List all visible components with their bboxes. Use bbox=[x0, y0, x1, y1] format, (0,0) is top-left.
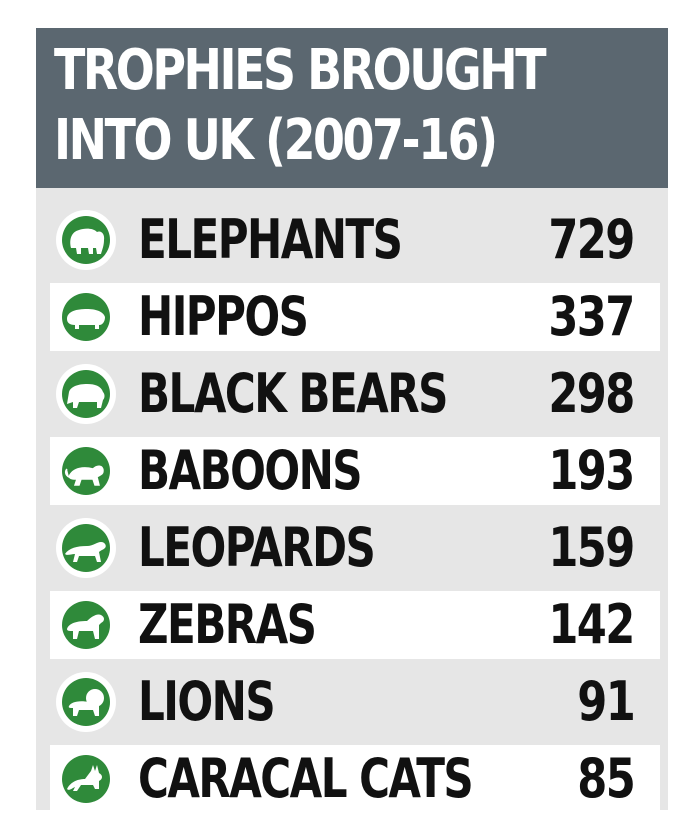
leopard-icon bbox=[56, 518, 116, 578]
title-line-1: TROPHIES BROUGHT bbox=[54, 38, 547, 103]
row-value: 159 bbox=[548, 516, 636, 579]
row-value: 193 bbox=[548, 439, 636, 502]
row-value: 729 bbox=[548, 208, 636, 271]
row-label: BLACK BEARS bbox=[138, 362, 448, 425]
row-label: BABOONS bbox=[138, 439, 363, 502]
title-line-2: INTO UK (2007-16) bbox=[54, 108, 498, 173]
row-label: LEOPARDS bbox=[138, 516, 376, 579]
trophies-panel: TROPHIES BROUGHT INTO UK (2007-16) ELEPH… bbox=[36, 28, 668, 813]
zebra-icon bbox=[56, 595, 116, 655]
baboon-icon bbox=[56, 441, 116, 501]
caracal-icon bbox=[56, 749, 116, 809]
row-label: CARACAL CATS bbox=[138, 747, 474, 810]
row-value: 91 bbox=[577, 670, 636, 733]
row-label: HIPPOS bbox=[138, 285, 309, 348]
row-label: ZEBRAS bbox=[138, 593, 317, 656]
table-row: ZEBRAS 142 bbox=[50, 591, 660, 659]
table-row: CARACAL CATS 85 bbox=[50, 745, 660, 813]
chart-title: TROPHIES BROUGHT INTO UK (2007-16) bbox=[54, 36, 547, 176]
bear-icon bbox=[56, 364, 116, 424]
row-label: LIONS bbox=[138, 670, 276, 733]
table-row: LEOPARDS 159 bbox=[50, 514, 660, 582]
row-value: 298 bbox=[548, 362, 636, 425]
table-row: ELEPHANTS 729 bbox=[50, 206, 660, 274]
table-row: BABOONS 193 bbox=[50, 437, 660, 505]
row-value: 337 bbox=[548, 285, 636, 348]
table-row: LIONS 91 bbox=[50, 668, 660, 736]
hippo-icon bbox=[56, 287, 116, 347]
lion-icon bbox=[56, 672, 116, 732]
title-header: TROPHIES BROUGHT INTO UK (2007-16) bbox=[36, 28, 668, 188]
row-value: 142 bbox=[548, 593, 636, 656]
row-value: 85 bbox=[577, 747, 636, 810]
elephant-icon bbox=[56, 210, 116, 270]
table-row: HIPPOS 337 bbox=[50, 283, 660, 351]
row-label: ELEPHANTS bbox=[138, 208, 403, 271]
table-row: BLACK BEARS 298 bbox=[50, 360, 660, 428]
